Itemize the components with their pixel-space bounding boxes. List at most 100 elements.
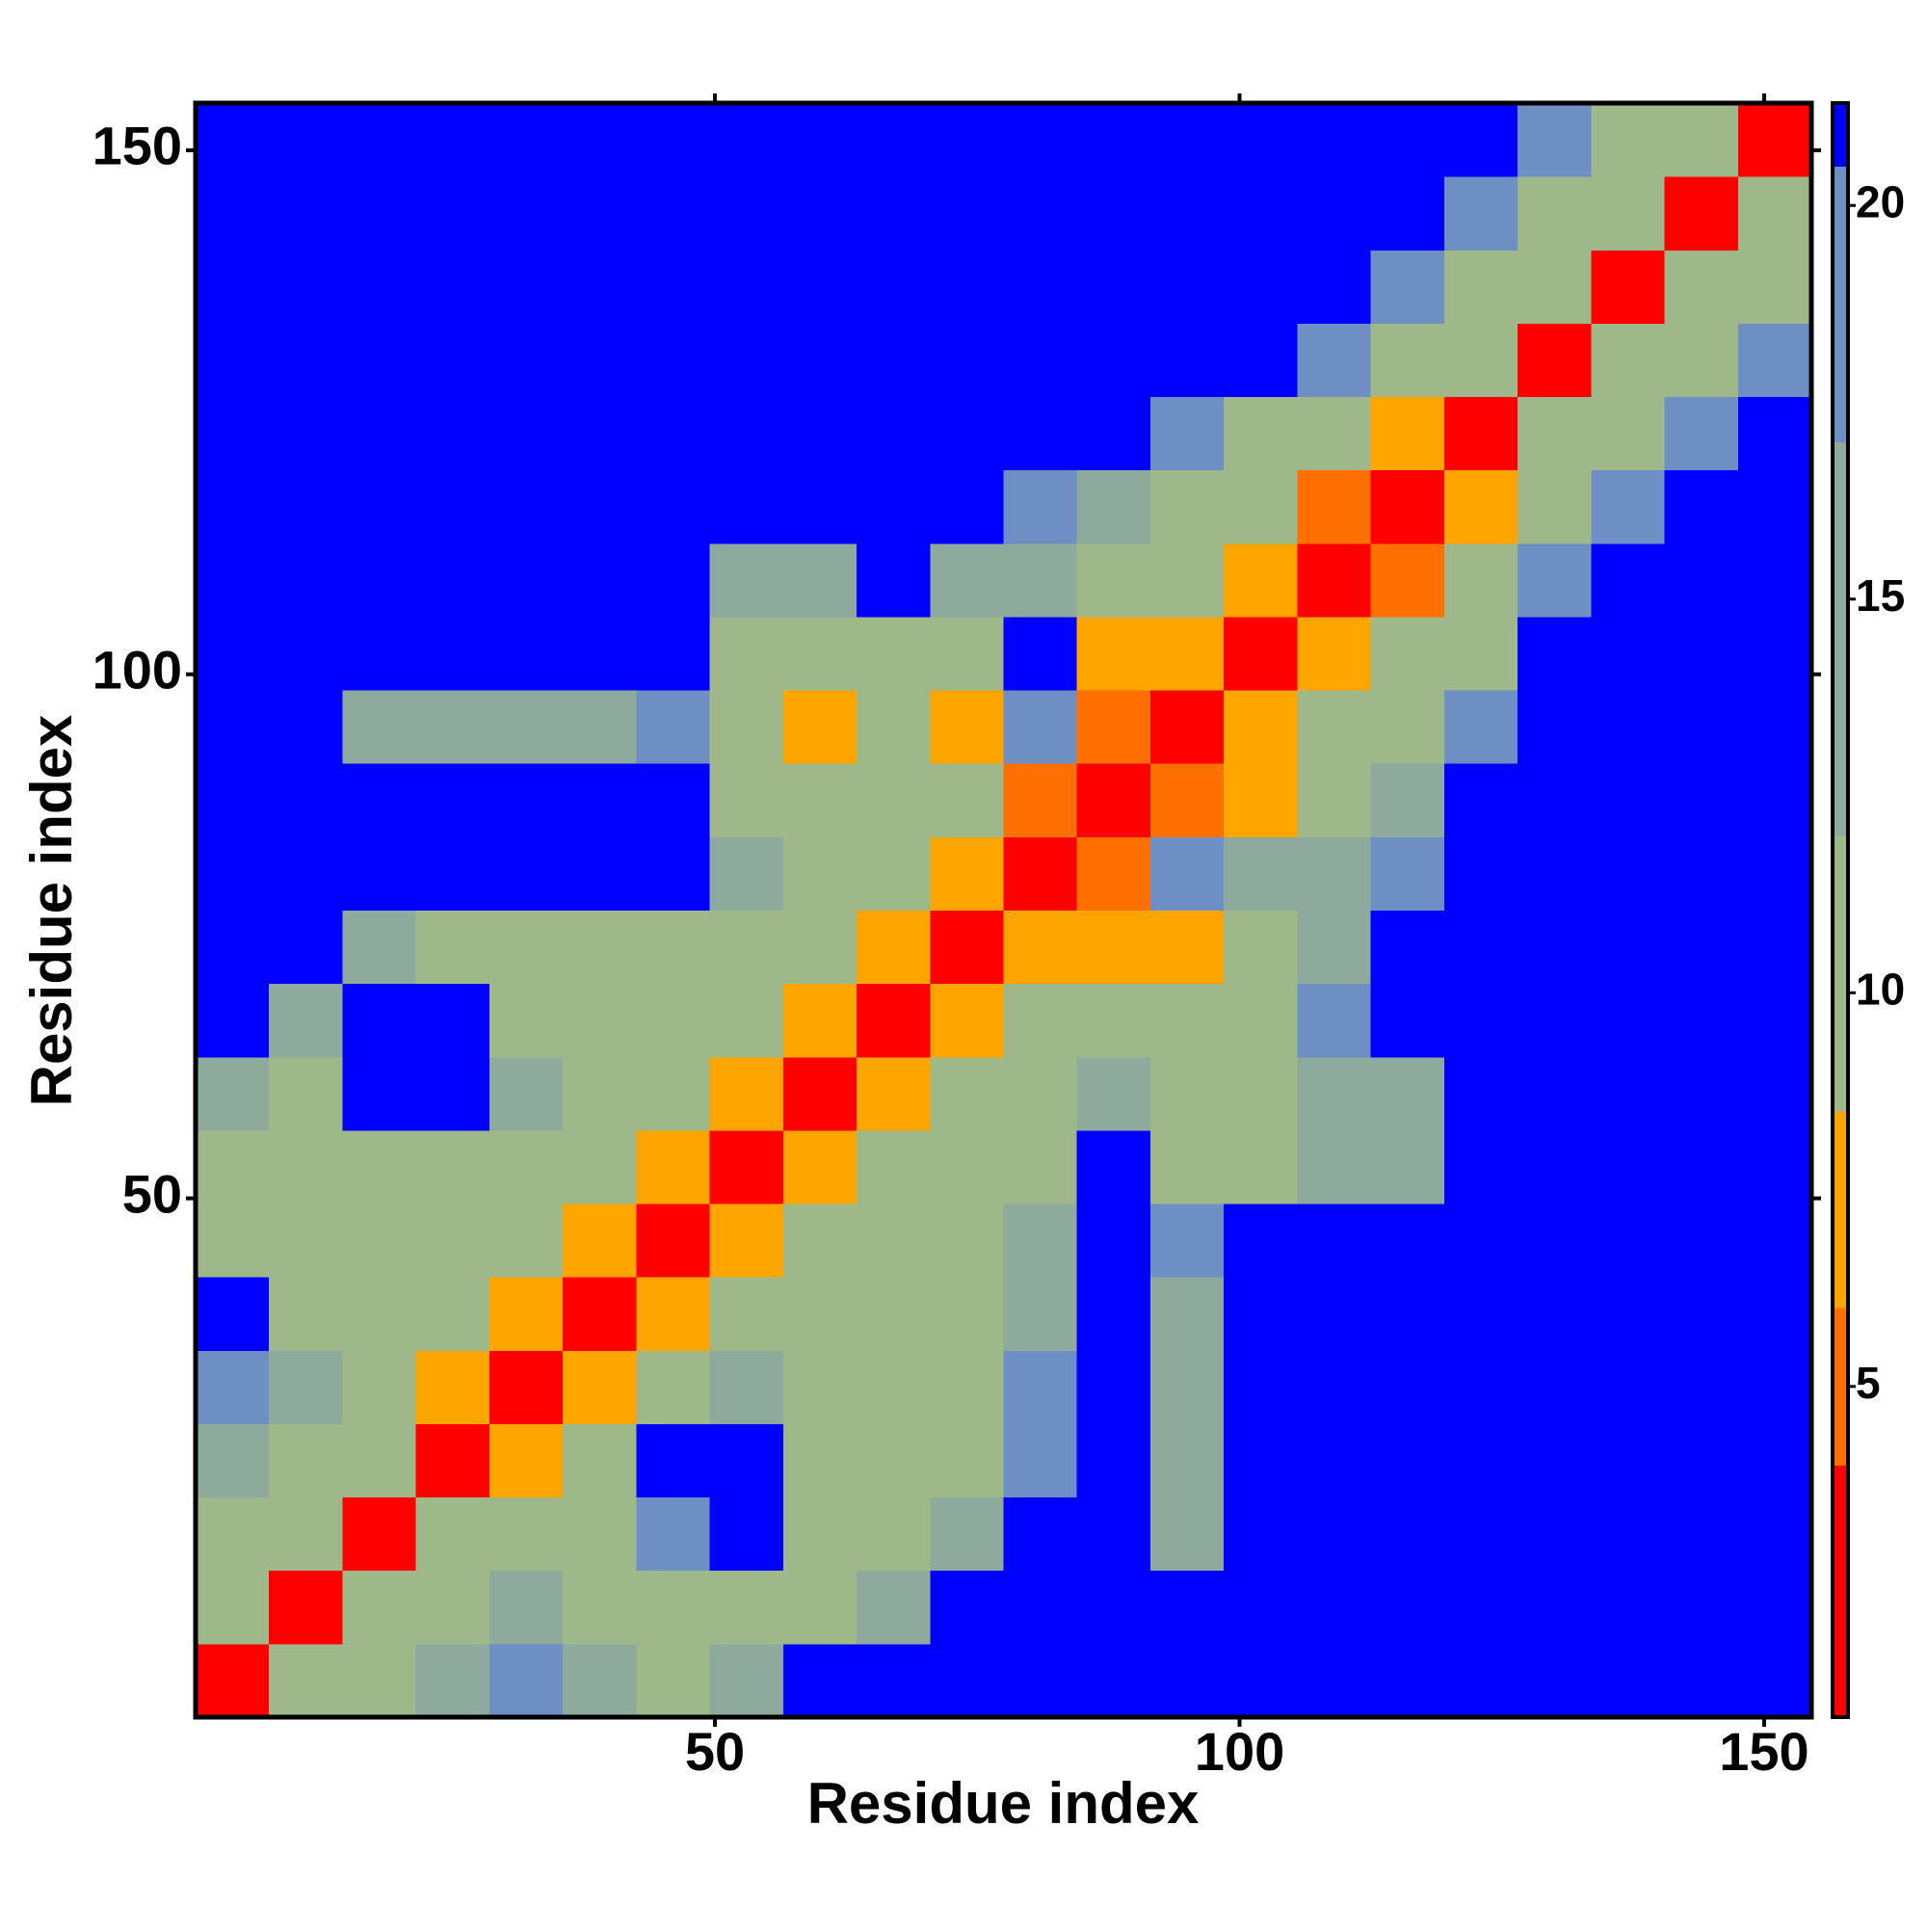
cell xyxy=(415,323,490,398)
cell xyxy=(782,323,858,398)
cell xyxy=(930,323,1004,398)
cell xyxy=(1518,323,1592,398)
cell xyxy=(196,983,270,1058)
cell xyxy=(1224,690,1298,764)
x-tick-label: 150 xyxy=(1719,1721,1808,1782)
cell xyxy=(857,323,931,398)
cell xyxy=(1737,1423,1812,1498)
cell xyxy=(1003,1056,1078,1131)
cell xyxy=(1518,1496,1592,1572)
cell xyxy=(930,983,1004,1058)
cell xyxy=(269,1204,343,1278)
cell xyxy=(709,910,784,985)
cell xyxy=(1003,469,1078,544)
cell xyxy=(1664,323,1739,398)
cell xyxy=(709,983,784,1058)
cell xyxy=(1076,910,1151,985)
cell xyxy=(1297,1129,1372,1204)
cell xyxy=(857,690,931,764)
cell xyxy=(782,616,858,691)
cell xyxy=(636,469,711,544)
cell xyxy=(1737,1129,1812,1204)
cell xyxy=(930,1129,1004,1204)
cell xyxy=(1443,1350,1518,1424)
cell xyxy=(1664,1350,1739,1424)
cell xyxy=(930,103,1004,177)
cell xyxy=(269,103,343,177)
cell xyxy=(342,836,417,911)
cell xyxy=(636,690,711,764)
cell xyxy=(1664,763,1739,837)
cell xyxy=(636,1643,711,1718)
cell xyxy=(563,543,637,618)
cell xyxy=(1591,176,1666,251)
cell xyxy=(1518,1350,1592,1424)
cell xyxy=(1076,763,1151,837)
cell xyxy=(1370,1496,1445,1572)
cell xyxy=(1737,1056,1812,1131)
cell xyxy=(342,1204,417,1278)
cell xyxy=(563,1204,637,1278)
cell xyxy=(1224,1056,1298,1131)
cell xyxy=(1297,1277,1372,1351)
cell xyxy=(1370,910,1445,985)
cell xyxy=(1224,396,1298,471)
cell xyxy=(1149,250,1225,324)
cell xyxy=(1297,1496,1372,1572)
cell xyxy=(269,1056,343,1131)
cell xyxy=(1224,250,1298,324)
cell xyxy=(563,836,637,911)
cell xyxy=(930,763,1004,837)
cell xyxy=(1076,983,1151,1058)
cell xyxy=(1443,1496,1518,1572)
cell xyxy=(636,1496,711,1572)
plot-frame xyxy=(193,100,1814,1720)
cell xyxy=(488,1643,564,1718)
cell xyxy=(857,1350,931,1424)
cell xyxy=(930,1643,1004,1718)
cell xyxy=(196,1204,270,1278)
cell xyxy=(709,396,784,471)
cell xyxy=(1370,1129,1445,1204)
cell xyxy=(1370,250,1445,324)
cell xyxy=(930,250,1004,324)
cell xyxy=(563,763,637,837)
cell xyxy=(782,836,858,911)
y-tick-label: 150 xyxy=(92,116,182,176)
cell xyxy=(636,1056,711,1131)
cell xyxy=(1149,690,1225,764)
cell xyxy=(1370,1643,1445,1718)
cell xyxy=(269,910,343,985)
cell xyxy=(1664,836,1739,911)
cell xyxy=(269,836,343,911)
cell xyxy=(269,1423,343,1498)
cell xyxy=(415,1056,490,1131)
cell xyxy=(563,616,637,691)
cell xyxy=(1518,469,1592,544)
cell xyxy=(342,543,417,618)
cell xyxy=(1149,323,1225,398)
cell xyxy=(1003,763,1078,837)
cell xyxy=(269,1129,343,1204)
cell xyxy=(1076,1350,1151,1424)
cell xyxy=(1076,469,1151,544)
cell xyxy=(1443,983,1518,1058)
cell xyxy=(782,250,858,324)
cell xyxy=(1224,1277,1298,1351)
cell xyxy=(415,543,490,618)
cell xyxy=(709,176,784,251)
cell xyxy=(1664,1423,1739,1498)
cell xyxy=(1297,250,1372,324)
cell xyxy=(1591,1570,1666,1645)
cell xyxy=(1003,910,1078,985)
cell xyxy=(709,1277,784,1351)
cell xyxy=(563,103,637,177)
cell xyxy=(563,1056,637,1131)
cell xyxy=(415,1570,490,1645)
x-tick-label: 50 xyxy=(685,1721,745,1782)
cell xyxy=(1443,690,1518,764)
cell xyxy=(415,103,490,177)
cell xyxy=(1297,836,1372,911)
cell xyxy=(857,836,931,911)
cell xyxy=(1003,176,1078,251)
